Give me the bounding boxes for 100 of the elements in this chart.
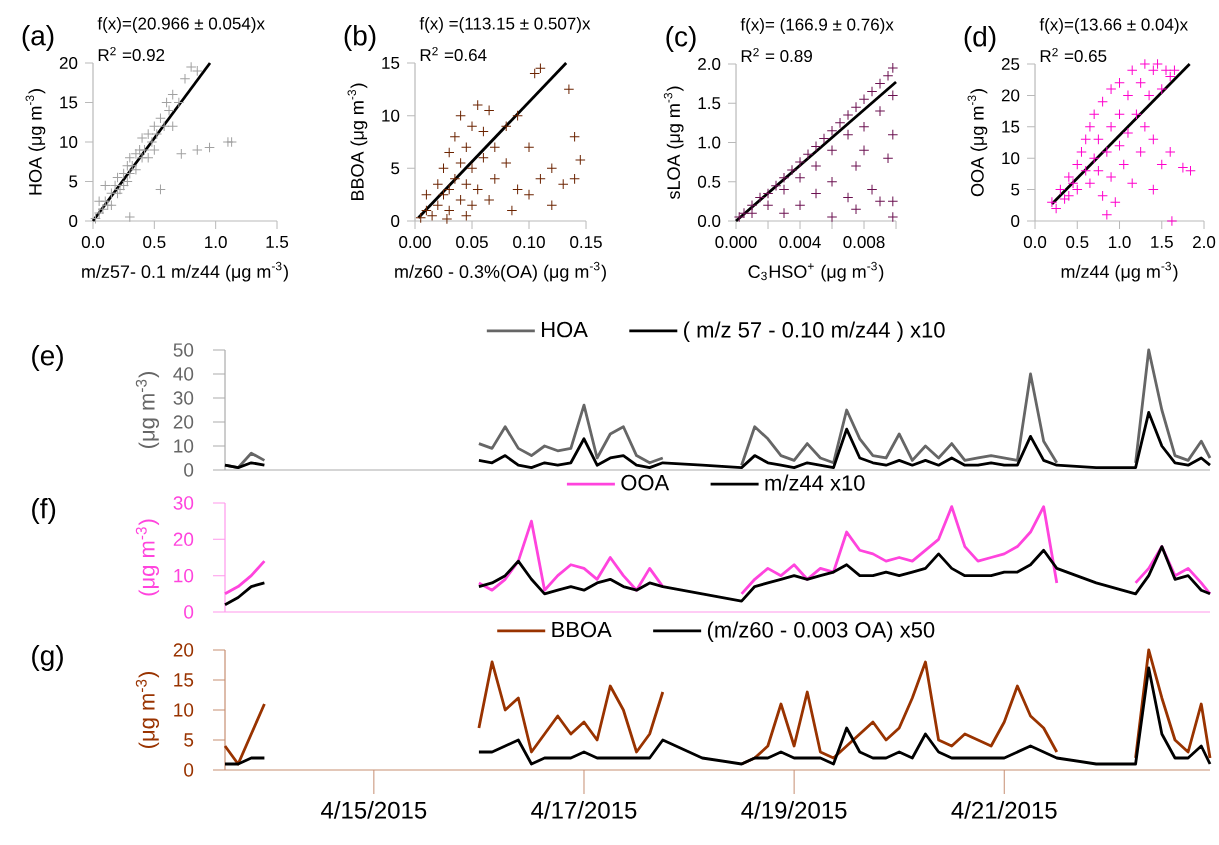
y-tick-label: 20 xyxy=(1001,89,1020,102)
point xyxy=(449,173,461,185)
point xyxy=(802,148,814,160)
point xyxy=(546,199,558,211)
point xyxy=(882,70,894,82)
point xyxy=(1118,159,1130,170)
point xyxy=(1166,215,1178,227)
point xyxy=(523,141,535,153)
point xyxy=(1156,83,1168,95)
point xyxy=(489,173,501,185)
point xyxy=(1143,90,1155,101)
y-axis-title: (μg m$^{-3}$) xyxy=(135,672,160,748)
point xyxy=(523,189,535,200)
point xyxy=(826,176,838,188)
point xyxy=(461,178,472,190)
y-tick-label: 15 xyxy=(60,96,78,109)
point xyxy=(850,101,862,113)
point xyxy=(1148,134,1159,145)
x-tick-label: 0.05 xyxy=(456,236,488,249)
y-tick-label: 20 xyxy=(173,415,194,429)
y-tick-label: 0 xyxy=(184,763,194,777)
point xyxy=(762,199,774,211)
x-tick-label: 0.008 xyxy=(843,236,885,249)
y-tick-label: 5 xyxy=(69,175,78,188)
point xyxy=(512,110,523,121)
y-tick-label: 0.0 xyxy=(697,214,721,227)
x-tick-label: 0.10 xyxy=(513,236,545,249)
point xyxy=(176,148,187,160)
x-tick-label: 0.0 xyxy=(81,236,105,249)
point xyxy=(1105,171,1117,183)
point xyxy=(887,90,899,101)
point xyxy=(1101,209,1113,221)
text: f(x)=(20.966 ± 0.054)x xyxy=(97,17,265,33)
point xyxy=(204,142,215,153)
x-tick-label: 0.5 xyxy=(143,236,166,249)
point xyxy=(161,97,172,108)
y-tick-label: 10 xyxy=(174,568,194,583)
point xyxy=(1088,152,1100,164)
point xyxy=(1114,108,1125,120)
x-tick-label: 0.00 xyxy=(399,236,431,249)
point xyxy=(826,145,838,156)
point xyxy=(136,132,148,144)
point xyxy=(441,213,453,225)
point xyxy=(118,180,129,191)
y-axis-title: OOA (μg m$^{-3}$) xyxy=(967,89,988,197)
point xyxy=(738,207,750,219)
point xyxy=(415,212,427,224)
point xyxy=(1071,159,1083,170)
point xyxy=(130,164,142,175)
y-axis-title: HOA (μg m$^{-3}$) xyxy=(25,89,46,195)
point xyxy=(569,173,580,185)
point xyxy=(506,205,518,216)
point xyxy=(155,184,166,195)
point xyxy=(826,211,838,223)
point xyxy=(472,99,484,111)
point xyxy=(483,105,495,116)
text: R$^{2}$ =0.65 xyxy=(1040,47,1107,63)
text: (a) xyxy=(22,24,54,52)
text: f(x) =(113.15 ± 0.507)x xyxy=(419,17,591,33)
point xyxy=(887,196,899,207)
point xyxy=(1097,96,1108,107)
point xyxy=(1122,90,1134,101)
point xyxy=(512,184,523,195)
y-tick-label: 5 xyxy=(391,162,400,175)
point xyxy=(124,152,136,164)
y-tick-label: 20 xyxy=(173,532,194,547)
point xyxy=(112,172,123,183)
point xyxy=(432,199,444,211)
point xyxy=(146,136,158,148)
y-tick-label: 5 xyxy=(184,733,194,747)
point xyxy=(478,152,489,164)
text: f(x)=(13.66 ± 0.04)x xyxy=(1039,18,1188,34)
point xyxy=(794,172,806,184)
point xyxy=(158,120,170,132)
point xyxy=(778,184,790,195)
point xyxy=(746,207,758,219)
point xyxy=(810,160,822,172)
point xyxy=(1152,58,1163,70)
point xyxy=(167,120,179,132)
point xyxy=(858,121,870,133)
point xyxy=(112,188,123,199)
y-tick-label: 40 xyxy=(173,367,194,381)
point xyxy=(500,157,512,169)
y-axis-title: (μg m$^{-3}$) xyxy=(135,519,160,596)
y-tick-label: 1.0 xyxy=(698,136,721,149)
y-tick-label: 0 xyxy=(184,463,194,477)
legend-label: m/z44 x10 xyxy=(765,474,865,491)
x-tick-label: 4/15/2015 xyxy=(321,801,427,819)
point xyxy=(1076,146,1087,158)
point xyxy=(1097,190,1108,202)
y-tick-label: 0 xyxy=(69,214,78,227)
y-tick-label: 30 xyxy=(173,391,194,405)
point xyxy=(746,199,758,211)
y-tick-label: 10 xyxy=(60,135,78,148)
point xyxy=(770,180,782,191)
point xyxy=(455,157,466,169)
point xyxy=(167,89,179,100)
point xyxy=(93,207,105,219)
point xyxy=(1126,178,1138,189)
point xyxy=(483,194,495,206)
